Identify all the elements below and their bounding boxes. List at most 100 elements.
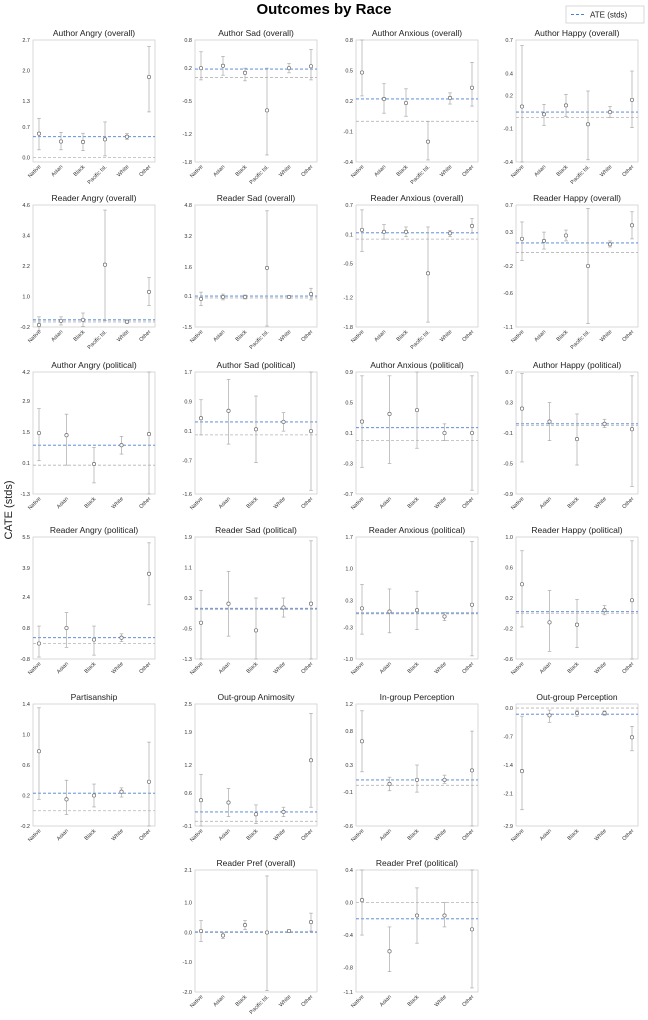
panel-title: Author Happy (political) xyxy=(533,360,622,370)
data-point xyxy=(58,318,64,323)
y-tick-label: -1.5 xyxy=(183,325,192,331)
x-tick-label: Black xyxy=(246,828,260,842)
data-point xyxy=(403,229,409,234)
y-tick-label: -2.1 xyxy=(504,791,513,797)
panel-title: Author Angry (overall) xyxy=(53,28,135,38)
panel: Author Sad (political) -1.6 -0.7 0.1 0.9 1.7 N… xyxy=(183,360,318,511)
data-point xyxy=(607,110,613,115)
legend-label: ATE (stds) xyxy=(590,11,628,20)
y-tick-label: 2.0 xyxy=(22,69,30,75)
data-point xyxy=(425,271,431,276)
data-point xyxy=(629,97,635,102)
y-tick-label: -0.2 xyxy=(21,824,30,830)
x-tick-label: Black xyxy=(84,496,98,510)
data-point xyxy=(281,605,286,610)
y-tick-label: -1.3 xyxy=(183,657,192,663)
x-tick-label: Black xyxy=(84,828,98,842)
plot-frame xyxy=(32,703,156,827)
data-point xyxy=(308,64,314,69)
y-tick-label: 0.3 xyxy=(505,401,513,407)
y-tick-label: 0.4 xyxy=(505,71,513,77)
y-tick-label: 2.7 xyxy=(22,38,30,44)
data-point xyxy=(563,103,569,108)
data-point xyxy=(563,233,569,238)
data-point xyxy=(253,427,259,432)
panel-title: Reader Happy (overall) xyxy=(533,193,621,203)
data-point xyxy=(253,812,259,817)
x-tick-label: Black xyxy=(73,329,87,343)
x-tick-label: Pacific Isl. xyxy=(87,164,109,186)
data-point xyxy=(359,70,365,75)
data-point xyxy=(91,793,97,798)
data-point xyxy=(102,262,108,267)
data-point xyxy=(198,66,204,71)
y-tick-label: 0.7 xyxy=(345,203,353,209)
x-tick-label: Other xyxy=(300,994,314,1008)
y-tick-label: 1.2 xyxy=(345,702,353,708)
data-point xyxy=(519,769,525,774)
plot-frame xyxy=(515,39,639,163)
x-tick-label: Asian xyxy=(218,496,232,510)
data-point xyxy=(64,797,69,802)
x-tick-label: Asian xyxy=(373,164,387,178)
panel: Author Angry (political) -1.3 0.1 1.5 2.9 4.2… xyxy=(21,360,156,511)
data-point xyxy=(286,66,292,71)
data-point xyxy=(64,433,69,438)
panel-title: Reader Angry (political) xyxy=(50,525,139,535)
legend-box xyxy=(565,5,645,24)
y-tick-label: 1.3 xyxy=(22,99,30,105)
data-point xyxy=(36,430,42,436)
data-point xyxy=(146,779,152,784)
x-tick-label: Pacific Isl. xyxy=(410,329,432,351)
y-tick-label: 3.2 xyxy=(184,234,192,240)
panel-title: Reader Anxious (political) xyxy=(369,525,466,535)
x-tick-label: Black xyxy=(396,164,410,178)
x-tick-label: Native xyxy=(350,828,365,843)
x-tick-label: Asian xyxy=(539,496,553,510)
plot-frame xyxy=(32,39,156,163)
x-tick-label: Pacific Isl. xyxy=(570,329,592,351)
x-tick-label: Other xyxy=(138,329,152,343)
x-tick-label: Other xyxy=(621,496,635,510)
y-tick-label: 1.0 xyxy=(184,901,192,907)
data-point xyxy=(381,229,387,234)
data-point xyxy=(547,620,552,625)
data-point xyxy=(585,263,591,269)
data-point xyxy=(198,620,204,625)
x-tick-label: White xyxy=(278,164,292,178)
figure-title: Outcomes by Race xyxy=(256,1,391,18)
panel: Author Happy (political) -0.9 -0.5 -0.1 0.3 0… xyxy=(504,360,639,511)
y-tick-label: 1.0 xyxy=(345,567,353,573)
data-point xyxy=(264,930,270,935)
y-tick-label: 1.9 xyxy=(184,535,192,541)
plot-frame xyxy=(194,39,318,163)
y-tick-label: 0.0 xyxy=(345,901,353,907)
data-point xyxy=(602,608,607,613)
x-tick-label: Native xyxy=(189,329,204,344)
y-tick-label: 0.5 xyxy=(345,69,353,75)
y-tick-label: 0.0 xyxy=(184,930,192,936)
data-point xyxy=(359,227,365,232)
data-point xyxy=(414,608,420,613)
x-tick-label: Other xyxy=(461,496,475,510)
data-point xyxy=(469,223,475,229)
y-tick-label: 0.3 xyxy=(345,763,353,769)
data-point xyxy=(547,419,552,424)
x-tick-label: Other xyxy=(621,661,635,675)
panel-title: Author Angry (political) xyxy=(51,360,137,370)
x-tick-label: White xyxy=(434,828,448,842)
x-tick-label: Asian xyxy=(379,496,393,510)
y-tick-label: 1.9 xyxy=(184,730,192,736)
x-tick-label: White xyxy=(278,994,292,1008)
y-tick-label: -0.4 xyxy=(344,160,353,166)
panel: Author Sad (overall) -1.8 -1.2 -0.5 0.2 0.8 Na… xyxy=(183,28,318,186)
y-tick-label: -0.8 xyxy=(21,657,30,663)
x-tick-label: Black xyxy=(567,496,581,510)
panels: Author Angry (overall) 0.0 0.7 1.3 2.0 2.7 Nat… xyxy=(21,28,639,1016)
data-point xyxy=(414,913,420,918)
y-tick-label: -0.5 xyxy=(344,262,353,268)
x-tick-label: Other xyxy=(300,329,314,343)
x-tick-label: Asian xyxy=(56,828,70,842)
y-tick-label: -1.3 xyxy=(21,492,30,498)
y-tick-label: -0.7 xyxy=(504,735,513,741)
